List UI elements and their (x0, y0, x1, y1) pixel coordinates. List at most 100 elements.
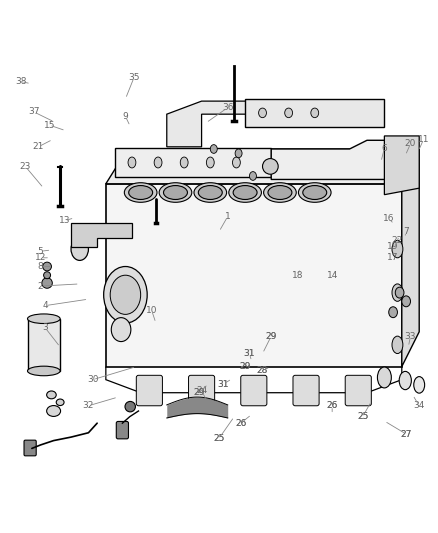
Text: 35: 35 (128, 72, 140, 82)
Ellipse shape (392, 240, 403, 258)
Ellipse shape (264, 183, 296, 203)
Ellipse shape (104, 266, 147, 323)
Text: 9: 9 (123, 112, 128, 121)
Polygon shape (402, 149, 419, 367)
Text: 28: 28 (257, 367, 268, 375)
Polygon shape (71, 223, 132, 247)
Ellipse shape (56, 399, 64, 406)
Ellipse shape (311, 108, 319, 118)
Text: 27: 27 (400, 430, 412, 439)
FancyBboxPatch shape (116, 422, 128, 439)
Polygon shape (106, 149, 419, 184)
Text: 6: 6 (381, 143, 387, 152)
Text: 26: 26 (326, 401, 338, 410)
Text: 31: 31 (218, 379, 229, 389)
Ellipse shape (402, 296, 410, 307)
Text: 14: 14 (326, 271, 338, 280)
Circle shape (125, 401, 135, 412)
Circle shape (44, 272, 50, 279)
Ellipse shape (110, 275, 141, 314)
Text: 25: 25 (213, 434, 225, 443)
Polygon shape (385, 136, 419, 195)
Ellipse shape (268, 185, 292, 199)
Ellipse shape (233, 157, 240, 168)
FancyBboxPatch shape (241, 375, 267, 406)
Ellipse shape (285, 108, 293, 118)
Text: 24: 24 (196, 386, 207, 395)
Ellipse shape (124, 183, 157, 203)
Text: 31: 31 (244, 349, 255, 358)
Ellipse shape (298, 183, 331, 203)
FancyBboxPatch shape (293, 375, 319, 406)
Circle shape (43, 262, 51, 271)
Ellipse shape (392, 284, 403, 301)
FancyBboxPatch shape (24, 440, 36, 456)
Ellipse shape (129, 185, 152, 199)
Ellipse shape (206, 157, 214, 168)
Text: 26: 26 (235, 419, 247, 427)
Text: 25: 25 (357, 412, 368, 421)
Polygon shape (167, 101, 306, 147)
Text: 5: 5 (38, 247, 43, 256)
Text: 29: 29 (265, 332, 277, 341)
Text: 29: 29 (265, 332, 277, 341)
Ellipse shape (194, 183, 226, 203)
Ellipse shape (163, 185, 187, 199)
Text: 25: 25 (357, 412, 368, 421)
FancyBboxPatch shape (136, 375, 162, 406)
Circle shape (42, 278, 52, 288)
Circle shape (262, 158, 278, 174)
Ellipse shape (154, 157, 162, 168)
Ellipse shape (395, 287, 404, 298)
Text: 8: 8 (38, 262, 43, 271)
Text: 15: 15 (43, 120, 55, 130)
Ellipse shape (235, 149, 242, 158)
Text: 29: 29 (240, 362, 251, 371)
Text: 16: 16 (383, 214, 395, 223)
Text: 22: 22 (392, 236, 403, 245)
Ellipse shape (210, 144, 217, 154)
FancyBboxPatch shape (115, 148, 271, 177)
FancyBboxPatch shape (28, 319, 60, 371)
Ellipse shape (180, 157, 188, 168)
Text: 1: 1 (225, 212, 230, 221)
Text: 29: 29 (194, 388, 205, 397)
Text: 36: 36 (222, 103, 233, 112)
Text: 3: 3 (42, 323, 48, 332)
FancyBboxPatch shape (345, 375, 371, 406)
Text: 11: 11 (418, 135, 429, 144)
Ellipse shape (71, 238, 88, 261)
Text: 28: 28 (257, 367, 268, 375)
Ellipse shape (28, 314, 60, 324)
Text: 31: 31 (218, 379, 229, 389)
FancyBboxPatch shape (245, 99, 385, 127)
Ellipse shape (414, 377, 425, 393)
Ellipse shape (250, 172, 256, 180)
FancyBboxPatch shape (188, 375, 215, 406)
Text: 19: 19 (387, 243, 399, 252)
Text: 21: 21 (33, 142, 44, 151)
Text: 17: 17 (387, 253, 399, 262)
Text: 27: 27 (400, 430, 412, 439)
Text: 26: 26 (235, 419, 247, 427)
Text: 7: 7 (403, 227, 409, 236)
Text: 20: 20 (405, 139, 416, 148)
Text: 32: 32 (83, 401, 94, 410)
Ellipse shape (159, 183, 192, 203)
Text: 4: 4 (42, 301, 48, 310)
Text: 34: 34 (413, 401, 425, 410)
Text: 18: 18 (292, 271, 303, 280)
Ellipse shape (389, 307, 397, 318)
Ellipse shape (392, 336, 403, 353)
Ellipse shape (233, 185, 257, 199)
Ellipse shape (47, 391, 56, 399)
Ellipse shape (258, 108, 266, 118)
Text: 23: 23 (20, 162, 31, 171)
Ellipse shape (399, 372, 411, 390)
Text: 10: 10 (146, 305, 157, 314)
Text: 31: 31 (244, 349, 255, 358)
Text: 29: 29 (240, 362, 251, 371)
Ellipse shape (229, 183, 261, 203)
Text: 37: 37 (28, 108, 40, 117)
Text: 26: 26 (326, 401, 338, 410)
